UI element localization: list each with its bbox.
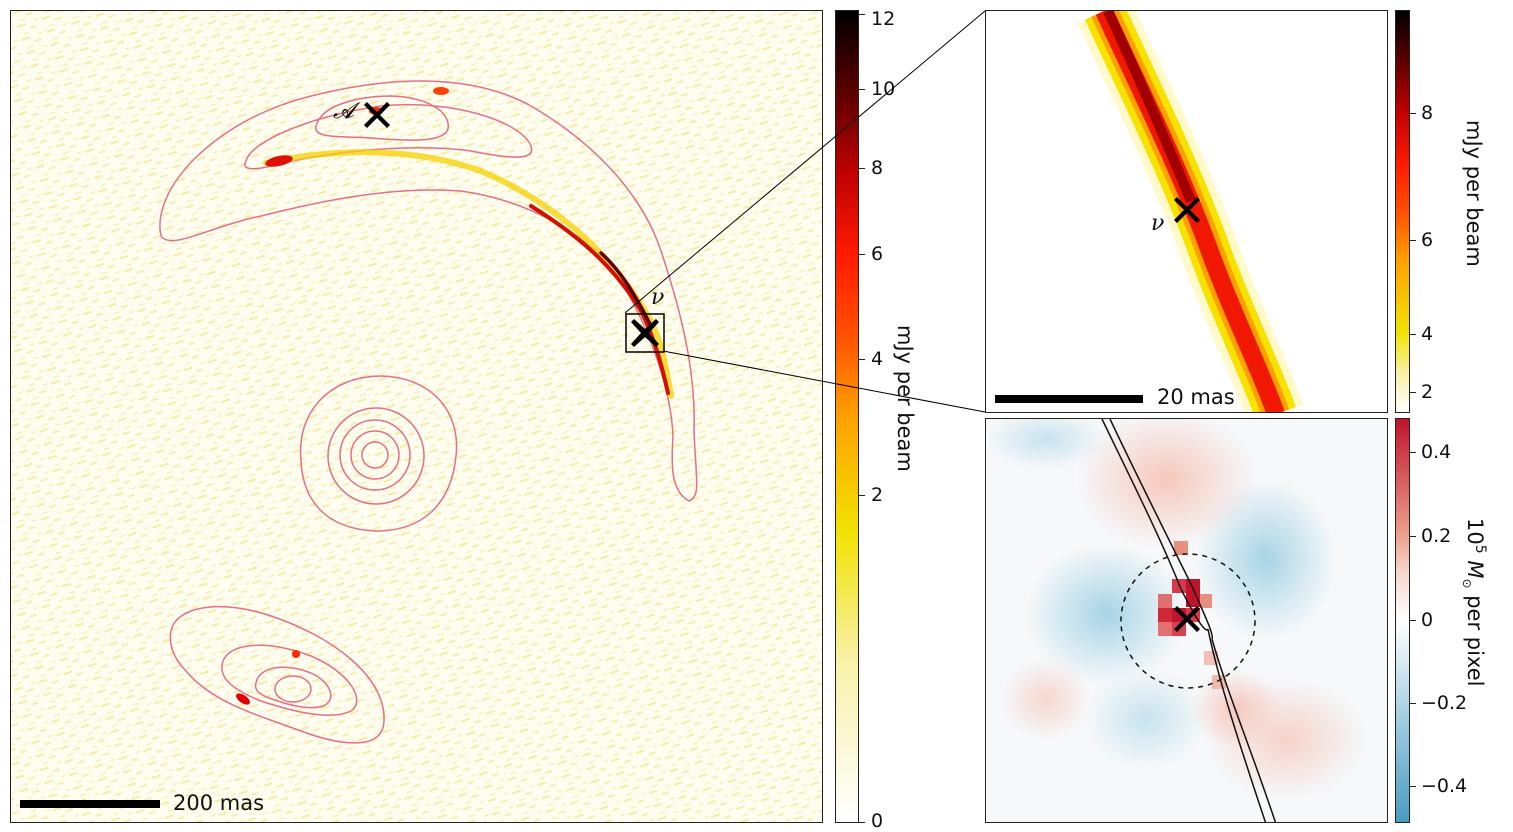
- main-cbar-tick-6: 6: [871, 243, 884, 265]
- main-cbar-tick-12: 12: [871, 8, 896, 30]
- main-colorbar-unit-label: mJy per beam: [893, 325, 917, 472]
- perturbation-region-circle: [1120, 553, 1256, 689]
- mass-colorbar-unit-label: 105 M⊙ per pixel: [1460, 518, 1488, 686]
- marker-nu: [631, 319, 659, 347]
- mass-unit-exponent: 5: [1472, 544, 1488, 554]
- zoom-scalebar-label: 20 mas: [1157, 385, 1235, 409]
- main-lens-image: 𝓐 ν 200 mas: [10, 10, 823, 823]
- mass-perturbation-pixels: [1158, 541, 1226, 689]
- mass-unit-base: 10: [1463, 518, 1487, 545]
- zoom-cbar-tick-4: 4: [1421, 323, 1434, 345]
- mass-unit-tail: per pixel: [1463, 588, 1487, 687]
- zoom-svg: [1077, 11, 1304, 412]
- zoom-scalebar: [995, 395, 1143, 403]
- zoom-cbar-tick-6: 6: [1421, 229, 1434, 251]
- mass-marker: [1174, 606, 1200, 632]
- zoom-panel: ν 20 mas: [985, 10, 1388, 413]
- main-cbar-tick-2: 2: [871, 484, 884, 506]
- noise-background: [11, 11, 822, 822]
- mass-cbar-tick-neg0.2: −0.2: [1421, 692, 1468, 714]
- main-cbar-tick-10: 10: [871, 78, 896, 100]
- mass-cbar-tick-neg0.4: −0.4: [1421, 775, 1468, 797]
- zoom-cbar-tick-2: 2: [1421, 381, 1434, 403]
- zoom-colorbar: [1395, 10, 1410, 413]
- zoom-colorbar-unit-label: mJy per beam: [1462, 120, 1486, 267]
- mass-residual-panel: [985, 418, 1388, 823]
- lens-galaxy-contours: [299, 375, 458, 532]
- mass-colorbar: [1395, 418, 1410, 823]
- main-cbar-tick-8: 8: [871, 157, 884, 179]
- mass-unit-M: M: [1463, 553, 1487, 579]
- zoom-marker-nu: [1174, 197, 1200, 223]
- critical-curves: [1101, 419, 1277, 822]
- mass-unit-sun: ⊙: [1459, 578, 1474, 589]
- counter-image-emission: [236, 650, 300, 705]
- marker-A-label: 𝓐: [333, 99, 355, 124]
- mass-svg: [986, 419, 1366, 822]
- main-cbar-tick-4: 4: [871, 348, 884, 370]
- zoom-marker-nu-label: ν: [1151, 211, 1165, 236]
- main-colorbar: [835, 10, 859, 823]
- counter-image-contours: [169, 606, 385, 744]
- mass-cbar-tick-0: 0: [1421, 609, 1434, 631]
- main-scalebar-label: 200 mas: [173, 791, 265, 815]
- zoom-region-box: [625, 313, 665, 353]
- marker-nu-label: ν: [651, 285, 665, 310]
- marker-A: [364, 102, 390, 128]
- mass-cbar-tick-0.4: 0.4: [1421, 441, 1452, 463]
- zoom-cbar-tick-8: 8: [1421, 102, 1434, 124]
- mass-cbar-tick-0.2: 0.2: [1421, 525, 1452, 547]
- main-scalebar: [20, 800, 160, 808]
- main-cbar-tick-0: 0: [871, 810, 884, 832]
- main-lens-svg: [11, 11, 822, 822]
